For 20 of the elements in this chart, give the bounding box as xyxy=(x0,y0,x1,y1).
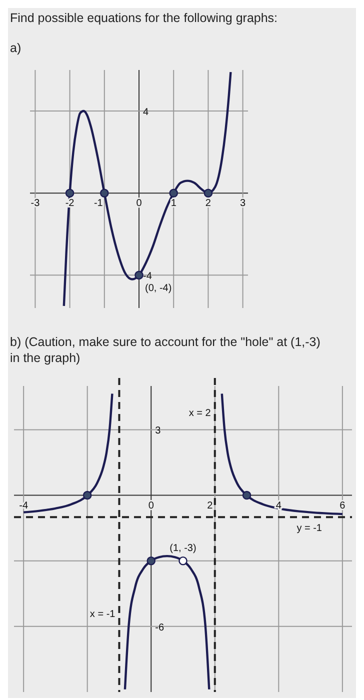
x-tick-label: 3 xyxy=(240,198,246,210)
chart-title: Find possible equations for the following graphs: xyxy=(10,11,278,25)
chart-title: b) (Caution, make sure to account for the "hole" at (1,-3) in the graph) xyxy=(10,335,320,365)
line-series xyxy=(220,392,344,516)
x-tick-label: 1 xyxy=(170,198,177,210)
x-tick-label: 2 xyxy=(207,500,214,512)
x-tick-label: 6 xyxy=(340,500,346,512)
x-tick-label: -1 xyxy=(94,198,104,210)
line-series xyxy=(124,554,210,690)
chart-subtitle: a) xyxy=(10,41,22,55)
ref-line-label: x = -1 xyxy=(90,609,116,620)
x-tick-label: 2 xyxy=(205,198,212,210)
line-series xyxy=(62,70,232,308)
annotation: (0, -4) xyxy=(145,283,172,294)
annotation: (1, -3) xyxy=(170,542,196,554)
ref-line-label: x = 2 xyxy=(188,408,212,419)
x-tick-label: -4 xyxy=(19,500,28,512)
y-tick-label: -6 xyxy=(155,622,164,634)
ref-line-label: y = -1 xyxy=(296,523,322,534)
x-tick-label: -3 xyxy=(30,198,40,210)
